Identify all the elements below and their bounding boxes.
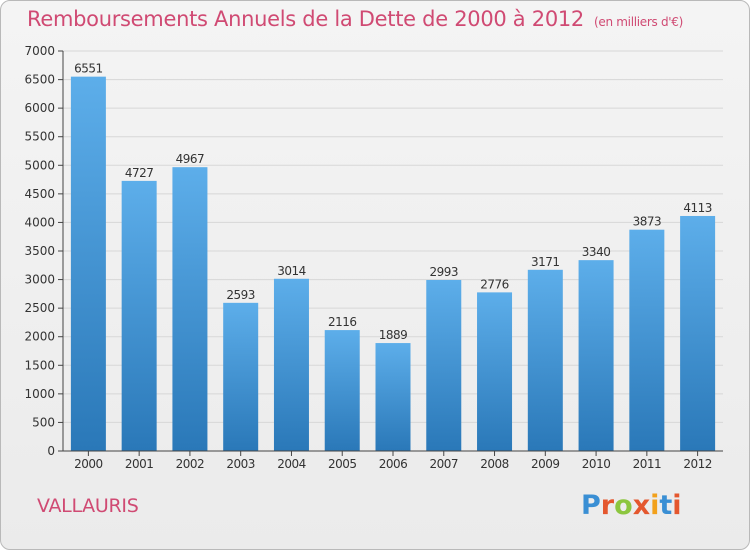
city-name: VALLAURIS — [37, 495, 139, 517]
y-tick-label: 500 — [32, 415, 55, 429]
bar — [527, 269, 563, 451]
x-tick-label: 2009 — [531, 457, 560, 471]
x-tick-label: 2010 — [582, 457, 611, 471]
bar — [629, 229, 665, 451]
data-label: 1889 — [379, 328, 408, 342]
y-tick-label: 5500 — [24, 130, 55, 144]
y-tick-label: 2500 — [24, 301, 55, 315]
y-tick-label: 1500 — [24, 358, 55, 372]
data-labels: 6551 4727 4967 2593 3014 2116 1889 2993 2776 3171… — [74, 62, 712, 342]
y-tick-label: 6500 — [24, 73, 55, 87]
x-tick-label: 2007 — [429, 457, 458, 471]
x-tick-label: 2002 — [176, 457, 205, 471]
bar — [70, 76, 106, 452]
y-tick-label: 4500 — [24, 187, 55, 201]
bar — [121, 180, 157, 451]
bar — [578, 260, 614, 451]
logo-letter: r — [600, 490, 615, 521]
bar — [273, 278, 309, 451]
chart-title: Remboursements Annuels de la Dette de 20… — [27, 7, 683, 31]
y-tick-label: 7000 — [24, 44, 55, 58]
logo-letter: x — [632, 490, 651, 521]
proxiti-logo[interactable]: Proxiti — [581, 490, 682, 521]
bars — [70, 76, 716, 452]
x-tick-label: 2005 — [328, 457, 357, 471]
data-label: 4113 — [683, 201, 712, 215]
chart-title-text: Remboursements Annuels de la Dette de 20… — [27, 7, 584, 31]
logo-letter: i — [650, 490, 660, 521]
x-tick-label: 2004 — [277, 457, 306, 471]
bar — [223, 302, 259, 451]
logo-letter: i — [672, 490, 682, 521]
logo-letter: o — [614, 490, 633, 521]
y-axis-ticks: 0 500 1000 1500 2000 2500 3000 3500 4000 4500 5000… — [24, 44, 63, 458]
y-tick-label: 1000 — [24, 387, 55, 401]
data-label: 3014 — [277, 264, 306, 278]
bar — [375, 343, 411, 451]
logo-letter: t — [659, 490, 673, 521]
data-label: 4727 — [125, 166, 154, 180]
data-label: 3873 — [633, 215, 662, 229]
y-tick-label: 0 — [47, 444, 55, 458]
bar — [477, 292, 513, 451]
x-tick-label: 2000 — [74, 457, 103, 471]
x-tick-label: 2011 — [633, 457, 662, 471]
bar — [324, 330, 360, 451]
y-tick-label: 2000 — [24, 330, 55, 344]
x-tick-label: 2003 — [226, 457, 255, 471]
y-tick-label: 4000 — [24, 215, 55, 229]
y-tick-label: 3000 — [24, 273, 55, 287]
x-tick-label: 2008 — [480, 457, 509, 471]
data-label: 2993 — [429, 265, 458, 279]
data-label: 6551 — [74, 62, 103, 76]
bar — [426, 279, 462, 451]
data-label: 3171 — [531, 255, 560, 269]
x-tick-label: 2006 — [379, 457, 408, 471]
data-label: 2116 — [328, 315, 357, 329]
x-axis-ticks: 2000 2001 2002 2003 2004 2005 2006 2007 2008 2009… — [74, 451, 712, 471]
x-tick-label: 2012 — [683, 457, 712, 471]
logo-letter: P — [581, 490, 601, 521]
chart-subtitle: (en milliers d'€) — [594, 15, 684, 29]
bar — [172, 167, 208, 451]
x-tick-label: 2001 — [125, 457, 154, 471]
data-label: 2776 — [480, 277, 509, 291]
data-label: 3340 — [582, 245, 611, 259]
data-label: 4967 — [176, 152, 205, 166]
y-tick-label: 3500 — [24, 244, 55, 258]
y-tick-label: 6000 — [24, 101, 55, 115]
y-tick-label: 5000 — [24, 158, 55, 172]
bar — [680, 215, 716, 451]
data-label: 2593 — [226, 288, 255, 302]
